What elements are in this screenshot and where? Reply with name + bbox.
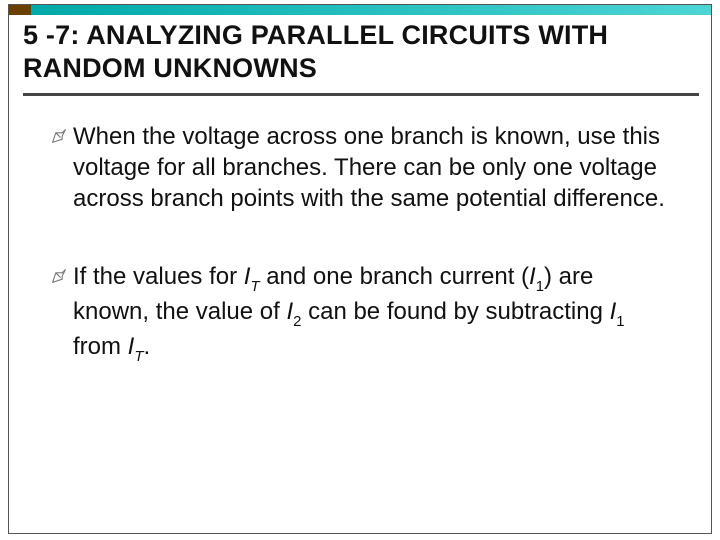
bullet-item: When the voltage across one branch is kn… [51,121,675,215]
bullet-text: If the values for IT and one branch curr… [73,261,675,366]
slide-frame: 5 -7: ANALYZING PARALLEL CIRCUITS WITH R… [8,4,712,534]
slide-title: 5 -7: ANALYZING PARALLEL CIRCUITS WITH R… [23,19,699,85]
pen-nib-icon [51,128,69,146]
slide-body: When the voltage across one branch is kn… [51,121,675,412]
bullet-item: If the values for IT and one branch curr… [51,261,675,366]
pen-nib-icon [51,268,69,286]
accent-band [9,5,711,15]
title-container: 5 -7: ANALYZING PARALLEL CIRCUITS WITH R… [23,19,699,96]
bullet-text: When the voltage across one branch is kn… [73,121,675,215]
